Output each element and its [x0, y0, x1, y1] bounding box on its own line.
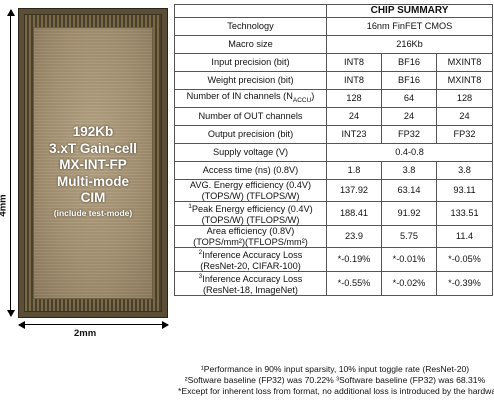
- footnote: *Except for inherent loss from format, n…: [178, 386, 494, 396]
- chip-label-line: MX-INT-FP: [59, 157, 127, 172]
- row-value: 63.14: [381, 179, 437, 202]
- table-row: Supply voltage (V) 0.4-0.8: [174, 143, 494, 162]
- row-value: 23.9: [326, 225, 382, 249]
- table-row: Input precision (bit) INT8 BF16 MXINT8: [174, 53, 494, 72]
- row-value: INT8: [326, 53, 382, 72]
- table-title-cell: [174, 4, 327, 18]
- row-value: 24: [326, 107, 382, 126]
- chip-label: 192Kb 3.xT Gain-cell MX-INT-FP Multi-mod…: [19, 124, 167, 219]
- width-dimension-label: 2mm: [74, 328, 97, 339]
- row-value: 11.4: [435, 225, 494, 249]
- width-dimension-arrow: [18, 321, 169, 329]
- table-row: Number of OUT channels 24 24 24: [174, 107, 494, 126]
- row-value: BF16: [381, 71, 437, 90]
- row-label: Technology: [174, 17, 327, 36]
- row-value: 64: [381, 89, 437, 108]
- row-value: *-0.19%: [326, 247, 382, 273]
- height-dimension-arrow: [7, 9, 15, 317]
- row-value: 188.41: [326, 200, 382, 227]
- row-label: Area efficiency (0.8V) (TOPS/mm²)(TFLOPS/…: [174, 225, 327, 249]
- table-row: Access time (ns) (0.8V) 1.8 3.8 3.8: [174, 161, 494, 180]
- table-title: CHIP SUMMARY: [325, 4, 494, 18]
- table-row: Technology 16nm FinFET CMOS: [174, 17, 494, 36]
- row-value: 1.8: [326, 161, 382, 180]
- row-value: 137.92: [326, 179, 382, 202]
- row-value: 128: [435, 89, 494, 108]
- row-label: Access time (ns) (0.8V): [174, 161, 327, 180]
- row-value: *-0.05%: [435, 247, 494, 273]
- row-label: Output precision (bit): [174, 125, 327, 144]
- height-dimension-label: 4mm: [0, 194, 9, 217]
- row-value: 3.8: [435, 161, 494, 180]
- table-row: Macro size 216Kb: [174, 35, 494, 54]
- row-value: 91.92: [381, 200, 437, 227]
- footnote: ²Software baseline (FP32) was 70.22% ³So…: [184, 375, 486, 385]
- row-value: 24: [435, 107, 494, 126]
- row-value: 16nm FinFET CMOS: [325, 17, 494, 36]
- row-value: 133.51: [435, 200, 494, 227]
- row-label: Number of OUT channels: [174, 107, 327, 126]
- row-label: Number of IN channels (NACCU): [174, 89, 327, 108]
- table-row: Area efficiency (0.8V) (TOPS/mm²)(TFLOPS/…: [174, 225, 494, 249]
- row-label: 2Inference Accuracy Loss (ResNet-20, CIFA…: [174, 247, 327, 273]
- table-row: 1Peak Energy efficiency (0.4V) (TOPS/W) (…: [174, 200, 494, 227]
- row-value: 3.8: [381, 161, 437, 180]
- table-row: Number of IN channels (NACCU) 128 64 128: [174, 89, 494, 108]
- row-value: FP32: [381, 125, 437, 144]
- row-label: 3Inference Accuracy Loss (ResNet-18, Imag…: [174, 271, 327, 297]
- table-row: 3Inference Accuracy Loss (ResNet-18, Imag…: [174, 271, 494, 297]
- table-row: 2Inference Accuracy Loss (ResNet-20, CIFA…: [174, 247, 494, 273]
- row-value: 5.75: [381, 225, 437, 249]
- row-label: Weight precision (bit): [174, 71, 327, 90]
- row-value: MXINT8: [435, 53, 494, 72]
- row-value: 128: [326, 89, 382, 108]
- footnote: ¹Performance in 90% input sparsity, 10% …: [200, 364, 470, 374]
- chip-core-area: [33, 27, 153, 299]
- footnotes: ¹Performance in 90% input sparsity, 10% …: [178, 364, 494, 397]
- row-value: *-0.02%: [381, 271, 437, 297]
- row-value: INT8: [326, 71, 382, 90]
- row-value: 24: [381, 107, 437, 126]
- chip-label-line: 3.xT Gain-cell: [49, 140, 137, 156]
- chip-label-line: CIM: [80, 190, 106, 205]
- row-value: INT23: [326, 125, 382, 144]
- row-value: *-0.55%: [326, 271, 382, 297]
- row-label: AVG. Energy efficiency (0.4V) (TOPS/W) (T…: [174, 179, 327, 202]
- table-title-row: CHIP SUMMARY: [174, 4, 494, 18]
- row-value: *-0.39%: [435, 271, 494, 297]
- chip-micrograph: 192Kb 3.xT Gain-cell MX-INT-FP Multi-mod…: [18, 8, 168, 318]
- table-row: Weight precision (bit) INT8 BF16 MXINT8: [174, 71, 494, 90]
- row-value: 216Kb: [325, 35, 494, 54]
- row-value: 0.4-0.8: [325, 143, 494, 162]
- chip-label-line: 192Kb: [72, 124, 114, 139]
- chip-label-line: Multi-mode: [57, 173, 129, 189]
- row-value: MXINT8: [435, 71, 494, 90]
- row-label: Input precision (bit): [174, 53, 327, 72]
- row-value: FP32: [435, 125, 494, 144]
- row-label: Supply voltage (V): [174, 143, 327, 162]
- table-row: AVG. Energy efficiency (0.4V) (TOPS/W) (T…: [174, 179, 494, 202]
- chip-label-note: (include test-mode): [53, 207, 133, 218]
- row-value: BF16: [381, 53, 437, 72]
- row-label: Macro size: [174, 35, 327, 54]
- row-value: *-0.01%: [381, 247, 437, 273]
- table-row: Output precision (bit) INT23 FP32 FP32: [174, 125, 494, 144]
- row-label: 1Peak Energy efficiency (0.4V) (TOPS/W) (…: [174, 200, 327, 227]
- row-value: 93.11: [435, 179, 494, 202]
- chip-summary-table: CHIP SUMMARY Technology 16nm FinFET CMOS…: [174, 4, 494, 297]
